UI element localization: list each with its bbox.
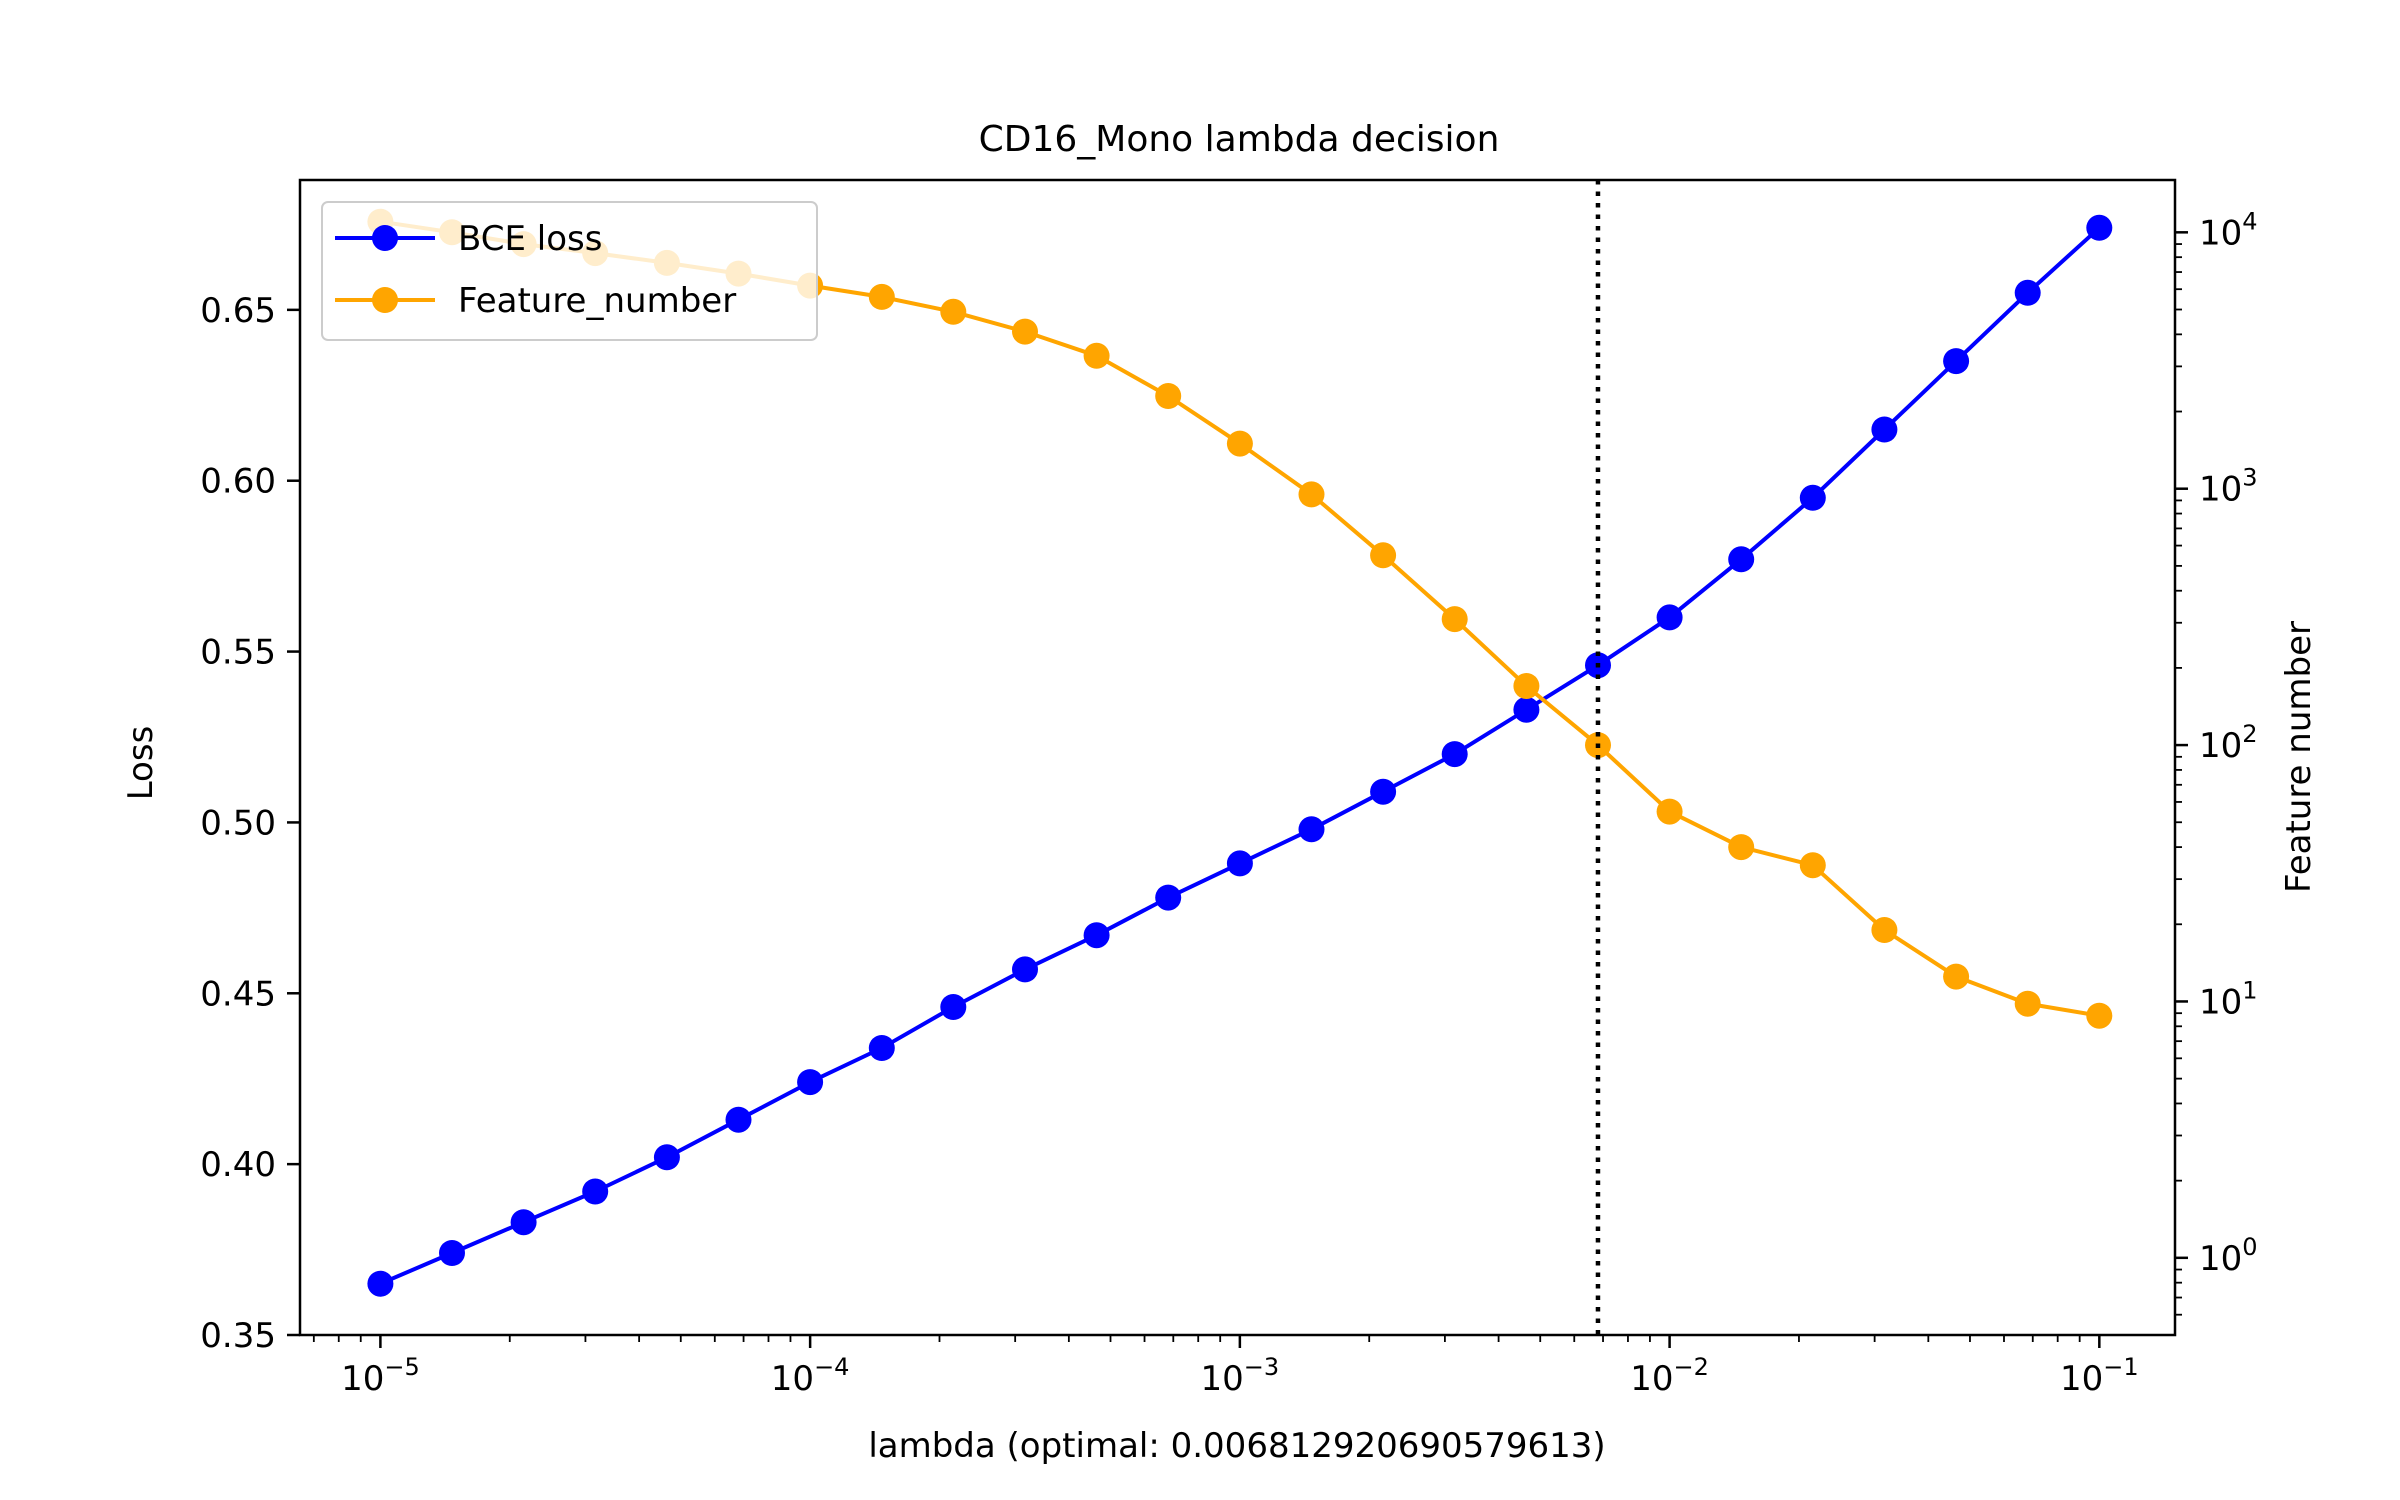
y-tick-label: 0.35 [200,1316,276,1356]
data-point-bce-loss [367,1270,394,1297]
x-tick-label-base: 10 [1201,1359,1244,1399]
data-point-feature-number [1728,834,1755,861]
y-tick-label: 0.40 [200,1145,276,1185]
x-tick-label-base: 10 [341,1359,384,1399]
data-point-bce-loss [653,1144,680,1171]
data-point-feature-number [1370,542,1397,569]
data-point-bce-loss [1799,484,1826,511]
y2-tick-label-exponent: 0 [2242,1233,2257,1261]
data-point-feature-number [1441,606,1468,633]
data-point-bce-loss [2014,279,2041,306]
data-point-bce-loss [1871,416,1898,443]
legend-box [321,201,818,341]
x-tick-label-exponent: −5 [384,1353,419,1381]
y-tick-label: 0.55 [200,633,276,673]
x-tick-label: 10−3 [1201,1353,1280,1399]
data-point-bce-loss [940,994,967,1020]
y2-tick-label-exponent: 3 [2242,464,2257,492]
y2-tick-label-exponent: 2 [2242,720,2257,748]
y2-tick-label-base: 10 [2199,213,2242,253]
data-point-feature-number [1656,798,1683,825]
x-tick-label: 10−1 [2060,1353,2139,1399]
data-point-feature-number [940,298,967,325]
data-point-feature-number [1871,917,1898,943]
data-point-bce-loss [1083,922,1110,949]
data-point-feature-number [1226,430,1253,457]
data-point-bce-loss [2086,214,2113,241]
data-point-feature-number [1298,481,1325,508]
y2-axis-label: Feature number [2279,621,2319,893]
x-tick-label-base: 10 [1630,1359,1673,1399]
y2-tick-label-exponent: 1 [2242,976,2257,1004]
x-axis: 10−5 10−4 10−3 10−2 10−1 [312,1335,2139,1399]
x-tick-label-exponent: −1 [2103,1353,2138,1381]
data-point-bce-loss [439,1240,465,1266]
y-tick-label: 0.45 [200,974,276,1014]
data-point-bce-loss [582,1178,609,1205]
y2-tick-label: 104 [2199,207,2258,253]
data-point-bce-loss [797,1069,824,1096]
data-point-feature-number [2014,990,2041,1017]
y-axis-label: Loss [121,726,161,801]
y2-tick-label: 101 [2199,976,2258,1022]
y-axis-left: 0.35 0.40 0.45 0.50 0.55 0.60 0.65 [200,291,300,1356]
data-point-bce-loss [725,1106,752,1133]
series-line-bce-loss [379,226,2101,1286]
x-tick-label-exponent: −4 [814,1353,849,1381]
data-point-bce-loss [1656,604,1683,631]
legend-swatch-marker [372,225,398,251]
data-point-feature-number [1155,383,1182,409]
data-point-bce-loss [1012,956,1038,983]
x-tick-label: 10−5 [341,1353,420,1399]
x-axis-label: lambda (optimal: 0.006812920690579613) [868,1426,1605,1466]
legend-label: Feature_number [458,281,736,321]
data-point-bce-loss [1298,816,1325,843]
data-point-bce-loss [868,1035,895,1061]
data-point-bce-loss [1226,850,1253,877]
y-tick-label: 0.60 [200,462,276,502]
y2-tick-label: 103 [2199,464,2258,510]
data-point-feature-number [868,283,895,310]
y-tick-label: 0.65 [200,291,276,331]
x-tick-label-exponent: −2 [1674,1353,1709,1381]
plot-frame [298,178,2177,1337]
data-point-feature-number [2086,1002,2113,1029]
y2-tick-label-base: 10 [2199,470,2242,510]
x-tick-label-base: 10 [771,1359,814,1399]
data-point-bce-loss [1441,741,1468,768]
y2-tick-label-base: 10 [2199,1239,2242,1279]
data-point-bce-loss [1513,696,1540,723]
data-point-feature-number [1083,342,1110,369]
y2-tick-label: 102 [2199,720,2258,766]
y2-tick-label-exponent: 4 [2242,207,2257,235]
data-point-bce-loss [1943,348,1970,375]
x-tick-label-exponent: −3 [1244,1353,1279,1381]
chart-title: CD16_Mono lambda decision [979,119,1500,160]
legend-label: BCE loss [458,219,602,259]
data-point-feature-number [1943,963,1970,990]
data-point-feature-number [1799,852,1826,879]
data-point-bce-loss [1728,546,1755,573]
y2-tick-label: 100 [2199,1233,2258,1279]
x-tick-label: 10−2 [1630,1353,1709,1399]
data-point-feature-number [1513,673,1540,699]
data-point-bce-loss [510,1209,537,1236]
data-point-bce-loss [1155,884,1182,911]
y-tick-label: 0.50 [200,803,276,843]
data-point-bce-loss [1370,778,1397,805]
legend: BCE loss Feature_number [321,201,818,341]
legend-swatch-marker [372,287,398,313]
data-point-feature-number [1012,318,1038,345]
series-layer [367,208,2113,1297]
x-tick-label-base: 10 [2060,1359,2103,1399]
y2-tick-label-base: 10 [2199,982,2242,1022]
y2-tick-label-base: 10 [2199,726,2242,766]
x-tick-label: 10−4 [771,1353,850,1399]
